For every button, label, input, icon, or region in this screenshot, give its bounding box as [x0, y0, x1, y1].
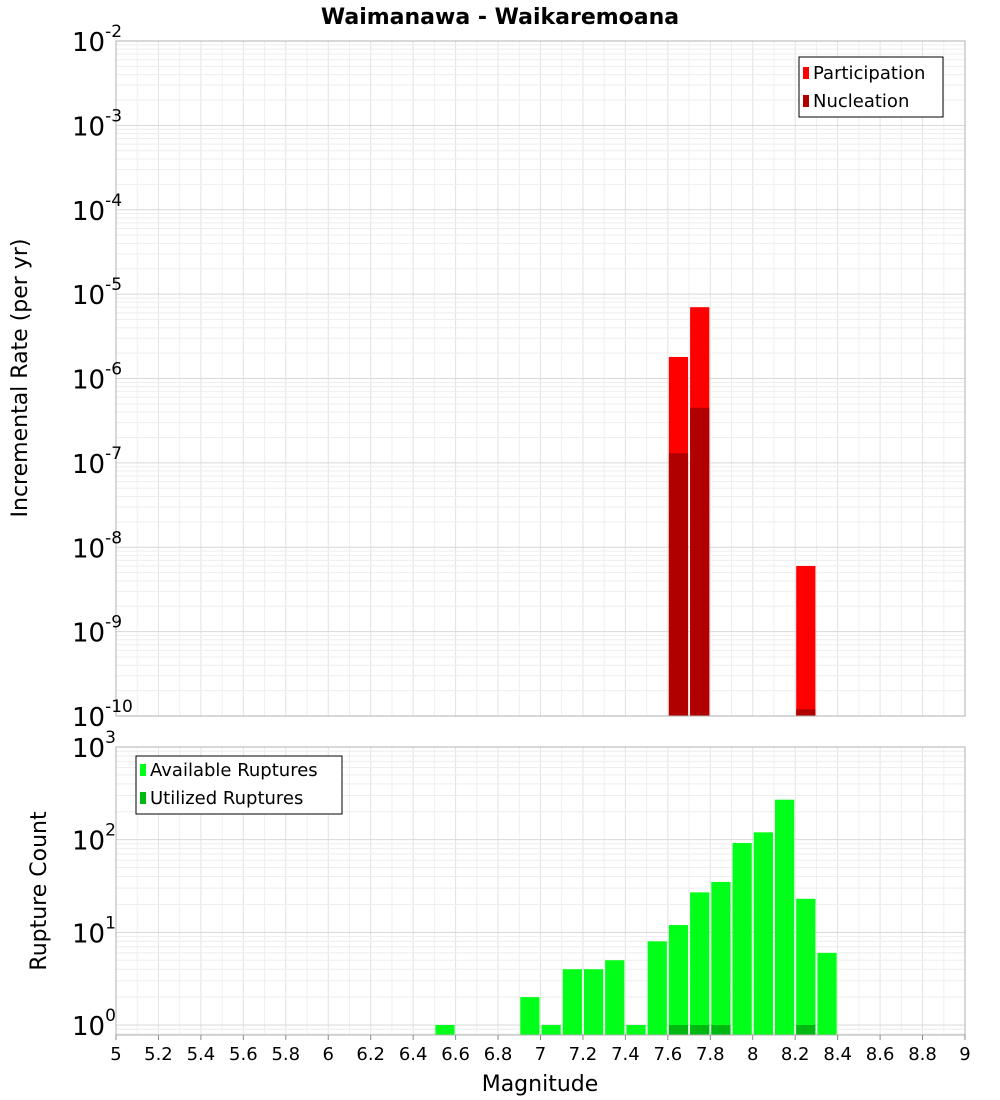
bottom-y-axis-label: Rupture Count — [27, 811, 52, 971]
bar-available-ruptures — [774, 799, 795, 1035]
bar-nucleation — [796, 709, 816, 716]
bar-available-ruptures — [711, 881, 731, 1035]
x-tick-label: 5.8 — [271, 1044, 300, 1065]
bar-participation — [796, 565, 816, 716]
top-y-axis-label: Incremental Rate (per yr) — [8, 239, 33, 518]
top-legend: Participation Nucleation — [798, 56, 944, 118]
x-tick-label: 7.8 — [696, 1044, 725, 1065]
bar-available-ruptures — [541, 1025, 561, 1035]
y-tick-label: 10-5 — [72, 275, 122, 311]
bottom-legend-box — [135, 755, 343, 815]
x-tick-label: 5.2 — [144, 1044, 173, 1065]
legend-swatch-nucleation — [803, 95, 809, 107]
bar-available-ruptures — [626, 1025, 646, 1035]
bottom-legend: Available Ruptures Utilized Ruptures — [135, 755, 343, 815]
x-tick-label: 6 — [323, 1044, 334, 1065]
x-tick-label: 9 — [959, 1044, 970, 1065]
bar-available-ruptures — [690, 892, 710, 1035]
bar-utilized-ruptures — [690, 1025, 710, 1035]
x-axis-label: Magnitude — [482, 1072, 599, 1097]
bar-utilized-ruptures — [796, 1025, 816, 1035]
x-tick-label: 8.6 — [866, 1044, 895, 1065]
legend-label-utilized-ruptures: Utilized Ruptures — [150, 788, 303, 809]
bottom-y-ticks: 103 102 101 100 — [72, 728, 116, 1042]
bar-utilized-ruptures — [711, 1025, 731, 1035]
y-tick-label: 103 — [72, 728, 116, 764]
x-tick-label: 7 — [535, 1044, 546, 1065]
x-tick-label: 5.4 — [187, 1044, 216, 1065]
y-tick-label: 10-2 — [72, 22, 122, 58]
chart-title: Waimanawa - Waikaremoana — [321, 5, 679, 30]
top-legend-box — [798, 56, 944, 118]
bar-available-ruptures — [753, 832, 773, 1035]
legend-label-nucleation: Nucleation — [813, 91, 909, 112]
x-tick-label: 7.4 — [611, 1044, 640, 1065]
x-ticks: 5 5.2 5.4 5.6 5.8 6 6.2 6.4 6.6 6.8 7 7.2 7.4 7.6 7.8 8… — [110, 1035, 971, 1065]
bar-available-ruptures — [562, 969, 582, 1035]
x-tick-label: 5 — [110, 1044, 121, 1065]
y-tick-label: 10-9 — [72, 613, 122, 649]
bar-available-ruptures — [435, 1025, 455, 1035]
bar-available-ruptures — [668, 924, 689, 1035]
y-tick-label: 10-8 — [72, 528, 122, 564]
y-tick-label: 100 — [72, 1006, 116, 1042]
bar-available-ruptures — [647, 941, 667, 1035]
x-tick-label: 6.4 — [399, 1044, 428, 1065]
bar-available-ruptures — [796, 898, 816, 1035]
top-plot-frame — [115, 40, 966, 717]
x-tick-label: 8.2 — [781, 1044, 810, 1065]
x-tick-label: 8 — [747, 1044, 758, 1065]
y-tick-label: 101 — [72, 913, 116, 949]
legend-swatch-utilized-ruptures — [140, 792, 146, 804]
y-tick-label: 10-6 — [72, 360, 122, 396]
x-tick-label: 5.6 — [229, 1044, 258, 1065]
legend-label-available-ruptures: Available Ruptures — [150, 760, 318, 781]
bar-nucleation — [690, 407, 710, 716]
bar-nucleation — [668, 453, 689, 716]
top-grid — [115, 40, 966, 717]
x-tick-label: 6.6 — [441, 1044, 470, 1065]
x-tick-label: 6.8 — [484, 1044, 513, 1065]
x-tick-label: 6.2 — [356, 1044, 385, 1065]
bar-available-ruptures — [520, 997, 540, 1035]
y-tick-label: 102 — [72, 821, 116, 857]
x-tick-label: 8.4 — [823, 1044, 852, 1065]
bar-available-ruptures — [605, 960, 625, 1035]
bottom-bars — [435, 799, 837, 1035]
legend-swatch-available-ruptures — [140, 764, 146, 776]
y-tick-label: 10-3 — [72, 106, 122, 142]
x-tick-label: 7.6 — [654, 1044, 683, 1065]
top-y-ticks: 10-2 10-3 10-4 10-5 10-6 10-7 10-8 10-9 10-10 — [72, 22, 133, 733]
legend-label-participation: Participation — [813, 63, 925, 84]
x-tick-label: 7.2 — [569, 1044, 598, 1065]
bar-available-ruptures — [732, 843, 752, 1035]
top-bars — [668, 307, 816, 716]
x-tick-label: 8.8 — [908, 1044, 937, 1065]
bar-available-ruptures — [817, 952, 837, 1035]
y-tick-label: 10-7 — [72, 444, 122, 480]
bar-utilized-ruptures — [668, 1025, 689, 1035]
legend-swatch-participation — [803, 67, 809, 79]
bar-available-ruptures — [583, 969, 604, 1035]
y-tick-label: 10-10 — [72, 697, 133, 733]
y-tick-label: 10-4 — [72, 191, 122, 227]
